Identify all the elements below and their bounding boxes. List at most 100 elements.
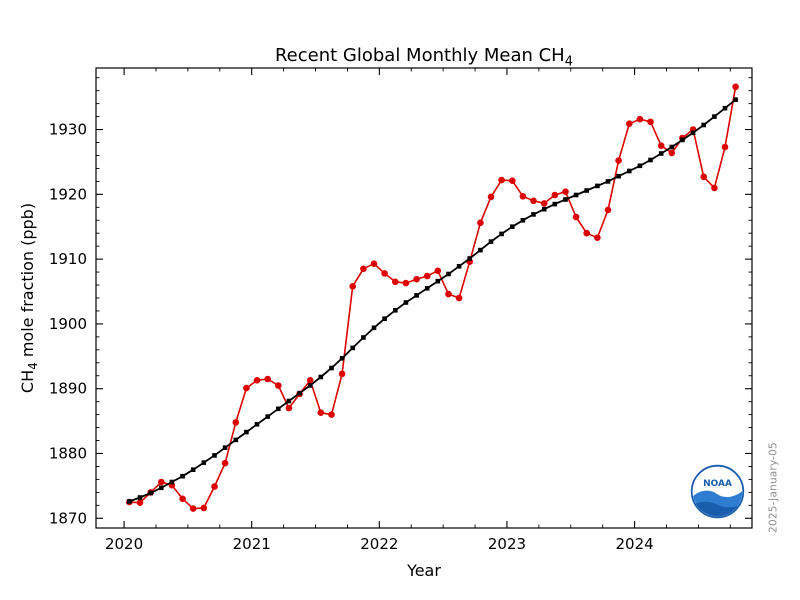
marker-trend	[467, 256, 472, 261]
marker-monthly-mean	[189, 505, 197, 512]
x-axis-ticks: 2020 2021 2022 2023 2024	[105, 68, 731, 553]
marker-trend	[658, 151, 664, 156]
marker-trend	[201, 460, 207, 465]
marker-monthly-mean	[179, 495, 186, 503]
noaa-logo: NOAA	[690, 464, 745, 519]
marker-monthly-mean	[509, 177, 516, 184]
marker-monthly-mean	[540, 200, 548, 207]
marker-monthly-mean	[594, 234, 601, 241]
y-axis-label-subscript: 4	[26, 362, 41, 370]
x-tick-label: 2024	[615, 535, 653, 553]
marker-monthly-mean	[285, 404, 293, 412]
marker-trend	[605, 179, 611, 184]
marker-trend	[307, 383, 313, 388]
marker-trend	[414, 293, 419, 298]
y-axis-ticks: 1870 1880 1890 1900 1910 1920 1930	[49, 77, 752, 527]
marker-trend	[712, 114, 717, 119]
plot-date-stamp: 2025-January-05	[767, 442, 780, 533]
y-axis-label-post: mole fraction (ppb)	[18, 202, 37, 363]
marker-monthly-mean	[370, 260, 378, 268]
marker-trend	[478, 247, 483, 253]
marker-trend	[127, 499, 132, 504]
y-tick-label: 1870	[49, 509, 87, 527]
marker-trend	[212, 453, 217, 458]
marker-monthly-mean	[243, 384, 250, 392]
marker-trend	[669, 144, 675, 150]
marker-monthly-mean	[136, 499, 144, 507]
marker-trend	[584, 188, 589, 193]
marker-monthly-mean	[530, 197, 537, 205]
marker-trend	[371, 325, 377, 331]
marker-monthly-mean	[253, 377, 261, 384]
y-tick-label: 1930	[49, 121, 87, 139]
marker-trend	[435, 278, 441, 284]
marker-trend	[573, 192, 579, 198]
marker-trend	[403, 300, 409, 305]
marker-trend	[499, 231, 504, 237]
marker-trend	[254, 422, 260, 427]
marker-monthly-mean	[498, 176, 505, 184]
marker-trend	[159, 485, 164, 491]
marker-trend	[627, 168, 632, 174]
marker-monthly-mean	[338, 370, 346, 378]
marker-trend	[180, 473, 185, 479]
marker-monthly-mean	[392, 278, 399, 286]
marker-trend	[531, 212, 536, 217]
marker-trend	[169, 479, 175, 485]
chart-title-subscript: 4	[564, 54, 573, 70]
marker-monthly-mean	[615, 157, 622, 164]
marker-monthly-mean	[626, 120, 633, 127]
series-monthly-mean-line	[128, 86, 737, 510]
marker-monthly-mean	[445, 290, 452, 298]
marker-trend	[456, 264, 462, 269]
marker-monthly-mean	[583, 229, 590, 237]
marker-monthly-mean	[306, 377, 314, 384]
x-tick-label: 2020	[105, 535, 143, 553]
marker-monthly-mean	[551, 191, 559, 199]
y-tick-label: 1910	[49, 250, 87, 268]
marker-monthly-mean	[360, 265, 367, 273]
marker-trend	[690, 130, 696, 136]
marker-trend	[382, 316, 387, 321]
marker-trend	[148, 490, 153, 496]
marker-trend	[276, 406, 281, 412]
marker-monthly-mean	[700, 173, 707, 181]
series-trend	[127, 97, 738, 504]
marker-monthly-mean	[732, 83, 739, 91]
marker-monthly-mean	[349, 283, 357, 290]
marker-monthly-mean	[413, 275, 420, 283]
marker-trend	[265, 414, 270, 419]
marker-monthly-mean	[158, 478, 165, 486]
marker-monthly-mean	[572, 213, 580, 221]
chart-title: Recent Global Monthly Mean CH4	[96, 45, 752, 70]
marker-trend	[637, 163, 643, 169]
marker-monthly-mean	[477, 219, 484, 227]
y-axis-label: CH4 mole fraction (ppb)	[18, 148, 41, 448]
x-tick-label: 2023	[488, 535, 526, 553]
marker-monthly-mean	[328, 411, 335, 418]
marker-trend	[446, 271, 451, 277]
marker-monthly-mean	[423, 272, 431, 280]
marker-trend	[541, 206, 547, 212]
marker-monthly-mean	[221, 459, 229, 467]
marker-monthly-mean	[711, 184, 718, 192]
marker-monthly-mean	[604, 206, 612, 214]
x-tick-label: 2021	[233, 535, 271, 553]
y-tick-label: 1920	[49, 185, 87, 203]
marker-trend	[286, 398, 292, 404]
marker-trend	[510, 224, 515, 229]
marker-monthly-mean	[317, 409, 325, 417]
y-axis-label-pre: CH	[18, 369, 37, 394]
marker-trend	[595, 183, 600, 189]
marker-monthly-mean	[381, 270, 388, 277]
marker-trend	[552, 201, 558, 207]
marker-trend	[424, 286, 430, 291]
marker-monthly-mean	[657, 142, 665, 149]
marker-trend	[318, 374, 324, 380]
marker-monthly-mean	[647, 118, 654, 126]
marker-trend	[563, 197, 568, 202]
marker-monthly-mean	[275, 382, 282, 389]
marker-monthly-mean	[562, 188, 569, 195]
x-tick-label: 2022	[360, 535, 398, 553]
